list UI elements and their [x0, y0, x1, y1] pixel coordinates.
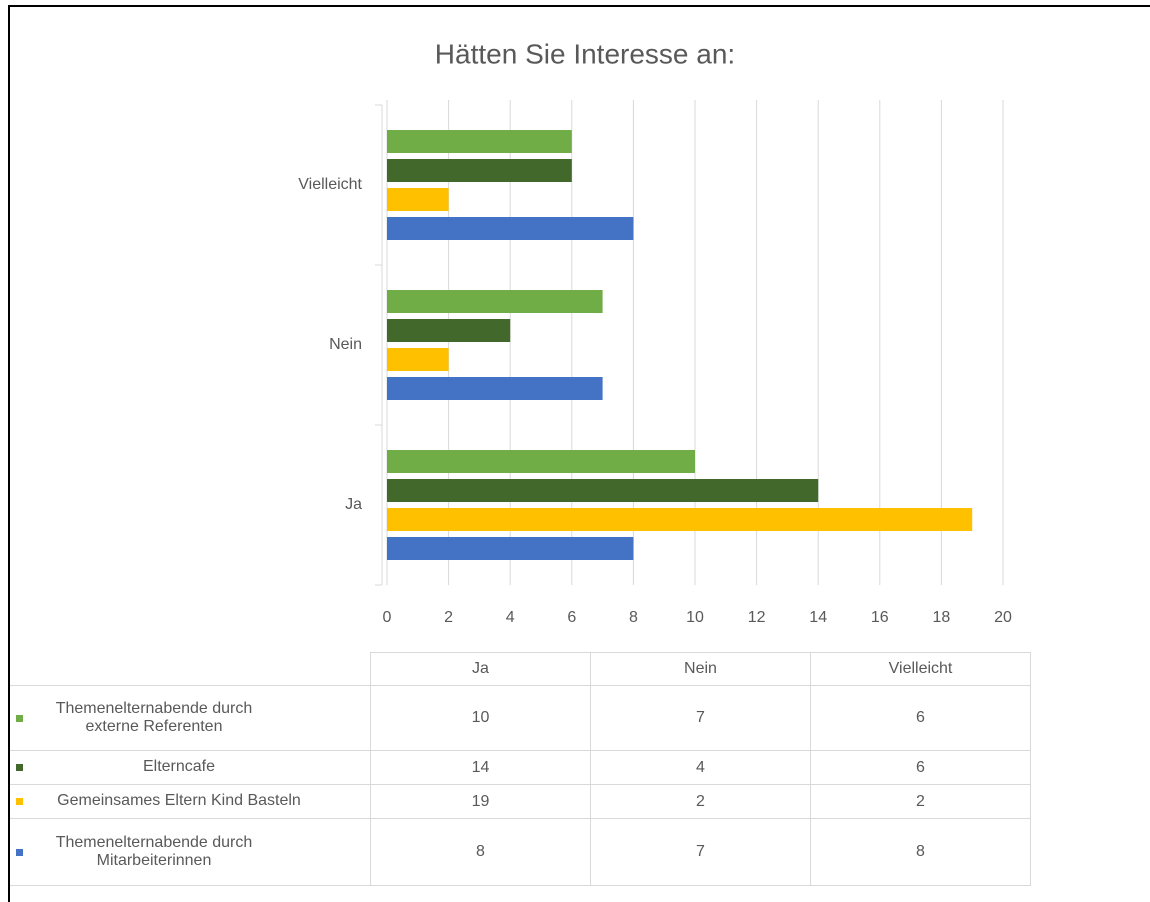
- table-value: 2: [590, 784, 811, 819]
- table-row: Gemeinsames Eltern Kind Basteln 19 2 2: [10, 784, 1031, 819]
- bar: [387, 450, 695, 473]
- legend-label: Elterncafe: [142, 758, 216, 776]
- x-tick-label: 18: [933, 609, 951, 626]
- bar: [387, 130, 572, 153]
- table-legend-cell: Themenelternabende durch Mitarbeiterinne…: [10, 818, 371, 886]
- bar: [387, 217, 634, 240]
- chart: Hätten Sie Interesse an: 0 2 4 6 8 10 12 14 16 18…: [298, 38, 1012, 626]
- x-tick-label: 6: [567, 609, 576, 626]
- table-value: 6: [810, 750, 1031, 785]
- legend-label: Themenelternabende durch Mitarbeiterinne…: [55, 834, 253, 869]
- table-value: 4: [590, 750, 811, 785]
- x-tick-label: 14: [809, 609, 827, 626]
- x-tick-label: 2: [444, 609, 453, 626]
- y-tick-label: Vielleicht: [298, 176, 362, 193]
- table-row: Themenelternabende durch externe Referen…: [10, 685, 1031, 751]
- table-value: 7: [590, 685, 811, 751]
- table-value: 14: [370, 750, 591, 785]
- legend-label: Themenelternabende durch externe Referen…: [55, 700, 253, 735]
- bar: [387, 319, 511, 342]
- table-header-row: Ja Nein Vielleicht: [10, 652, 1031, 686]
- x-tick-label: 12: [748, 609, 766, 626]
- table-row: Elterncafe 14 4 6: [10, 750, 1031, 785]
- table-value: 2: [810, 784, 1031, 819]
- table-header: Vielleicht: [810, 652, 1031, 686]
- x-tick-label: 20: [994, 609, 1012, 626]
- table-value: 8: [810, 818, 1031, 886]
- legend-swatch: [16, 797, 23, 805]
- table-legend-cell: Elterncafe: [10, 750, 371, 785]
- chart-title: Hätten Sie Interesse an:: [435, 38, 735, 69]
- x-tick-label: 0: [383, 609, 392, 626]
- bar: [387, 508, 973, 531]
- x-tick-label: 10: [686, 609, 704, 626]
- frame: [8, 5, 1150, 902]
- table-value: 19: [370, 784, 591, 819]
- x-tick-label: 8: [629, 609, 638, 626]
- bar: [387, 159, 572, 182]
- y-tick-label: Nein: [329, 336, 362, 353]
- legend-swatch: [16, 763, 23, 771]
- table-value: 6: [810, 685, 1031, 751]
- x-tick-label: 4: [506, 609, 515, 626]
- bar: [387, 377, 603, 400]
- bar: [387, 537, 634, 560]
- table-corner: [10, 653, 371, 686]
- bar: [387, 348, 449, 371]
- bar: [387, 479, 819, 502]
- legend-swatch: [16, 848, 23, 856]
- table-value: 10: [370, 685, 591, 751]
- y-tick-label: Ja: [345, 496, 362, 513]
- legend-label: Gemeinsames Eltern Kind Basteln: [57, 792, 301, 810]
- table-legend-cell: Themenelternabende durch externe Referen…: [10, 685, 371, 751]
- bar: [387, 188, 449, 211]
- table-row: Themenelternabende durch Mitarbeiterinne…: [10, 818, 1031, 886]
- table-value: 8: [370, 818, 591, 886]
- bar: [387, 290, 603, 313]
- table-value: 7: [590, 818, 811, 886]
- table-legend-cell: Gemeinsames Eltern Kind Basteln: [10, 784, 371, 819]
- table-header: Nein: [590, 652, 811, 686]
- x-tick-label: 16: [871, 609, 889, 626]
- legend-swatch: [16, 714, 23, 722]
- data-table: Ja Nein Vielleicht Themenelternabende durch…: [10, 652, 1031, 886]
- table-header: Ja: [370, 652, 591, 686]
